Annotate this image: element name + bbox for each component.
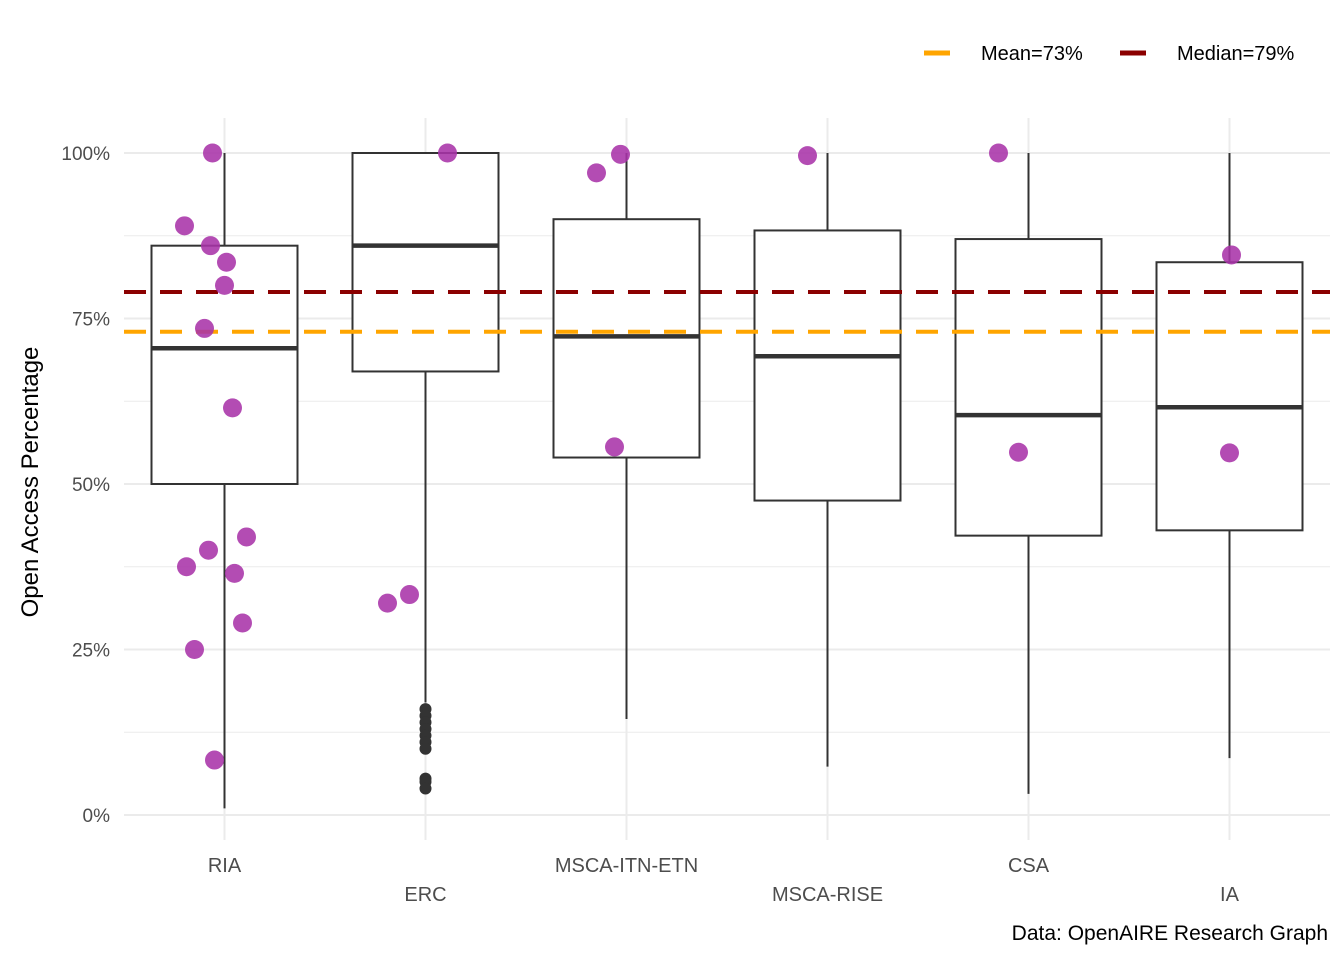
- x-tick-label: ERC: [404, 884, 446, 906]
- data-point: [201, 236, 220, 256]
- x-tick-label: RIA: [208, 855, 242, 877]
- legend-label: Mean=73%: [981, 43, 1083, 65]
- data-point: [215, 275, 234, 295]
- box-msca-itn-etn: [552, 153, 701, 720]
- box-csa: [954, 153, 1103, 794]
- x-tick-label: IA: [1220, 884, 1240, 906]
- data-point: [237, 527, 256, 547]
- data-point: [438, 143, 457, 163]
- data-points: [175, 143, 1241, 770]
- y-axis-label: Open Access Percentage: [17, 347, 44, 618]
- y-axis-ticks: 0% 25% 50% 75% 100%: [61, 144, 110, 827]
- box-ia: [1155, 153, 1304, 759]
- grid: [124, 118, 1330, 840]
- data-point: [177, 557, 196, 577]
- data-point: [1009, 442, 1028, 462]
- data-point: [195, 318, 214, 338]
- x-tick-label: MSCA-ITN-ETN: [555, 855, 698, 877]
- box-body: [351, 152, 500, 373]
- box-body: [1155, 261, 1304, 532]
- data-point: [611, 144, 630, 164]
- data-point: [1220, 443, 1239, 463]
- box-erc: [351, 152, 500, 795]
- data-point: [378, 593, 397, 613]
- y-tick-label: 25%: [72, 641, 110, 662]
- box-msca-rise: [753, 153, 902, 767]
- data-point: [175, 216, 194, 236]
- data-point: [225, 563, 244, 583]
- reference-lines: [124, 290, 1330, 334]
- caption: Data: OpenAIRE Research Graph: [1012, 922, 1328, 945]
- data-point: [400, 585, 419, 605]
- data-point: [205, 750, 224, 770]
- x-tick-label: CSA: [1008, 855, 1050, 877]
- x-axis-ticks: RIA ERC MSCA-ITN-ETN MSCA-RISE CSA IA: [208, 855, 1240, 906]
- y-tick-label: 0%: [83, 806, 111, 827]
- boxes: [150, 152, 1304, 809]
- legend-label: Median=79%: [1177, 43, 1295, 65]
- box-ria: [150, 153, 299, 809]
- data-point: [217, 252, 236, 272]
- data-point: [199, 540, 218, 560]
- y-tick-label: 75%: [72, 310, 110, 331]
- box-body: [753, 229, 902, 502]
- outlier-point: [419, 742, 432, 755]
- data-point: [223, 398, 242, 418]
- data-point: [798, 146, 817, 166]
- legend: Mean=73% Median=79%: [924, 43, 1295, 65]
- x-tick-label: MSCA-RISE: [772, 884, 883, 906]
- box-body: [954, 238, 1103, 537]
- data-point: [605, 437, 624, 457]
- data-point: [989, 143, 1008, 163]
- data-point: [1222, 245, 1241, 265]
- data-point: [185, 640, 204, 659]
- y-tick-label: 100%: [61, 144, 110, 165]
- data-point: [233, 613, 252, 633]
- y-tick-label: 50%: [72, 475, 110, 496]
- outlier-point: [419, 782, 432, 795]
- data-point: [587, 163, 606, 183]
- data-point: [203, 143, 222, 163]
